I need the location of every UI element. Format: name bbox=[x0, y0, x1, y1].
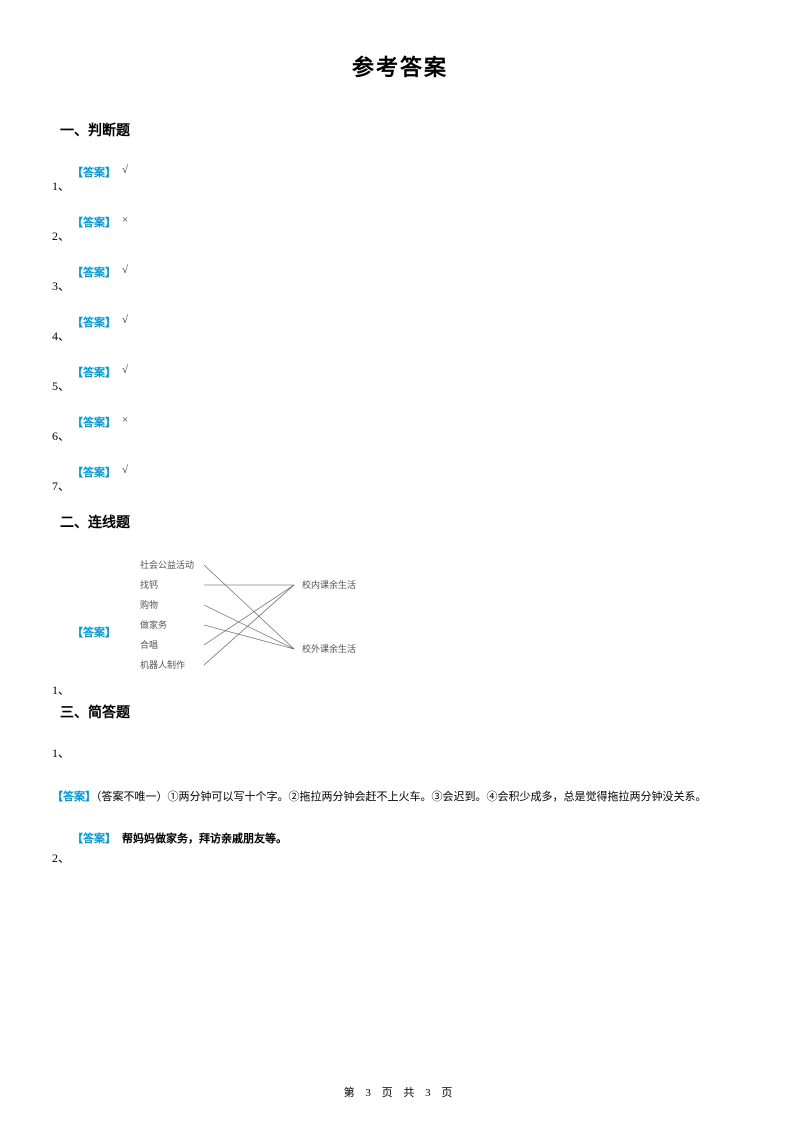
answer-number: 7、 bbox=[52, 477, 70, 494]
answer-row: 7、 【答案】 √ bbox=[60, 462, 740, 494]
answer-row: 1、 【答案】 √ bbox=[60, 162, 740, 194]
svg-text:校内课余生活: 校内课余生活 bbox=[302, 579, 356, 590]
page-footer: 第 3 页 共 3 页 bbox=[0, 1084, 800, 1100]
sa1-label: 【答案】 bbox=[52, 791, 96, 803]
answer-value: √ bbox=[122, 464, 128, 476]
svg-text:校外课余生活: 校外课余生活 bbox=[302, 643, 356, 654]
answer-number: 6、 bbox=[52, 427, 70, 444]
answer-label: 【答案】 bbox=[72, 214, 116, 230]
matching-number: 1、 bbox=[52, 681, 70, 698]
matching-label: 【答案】 bbox=[72, 624, 116, 640]
answer-label: 【答案】 bbox=[72, 414, 116, 430]
answer-number: 5、 bbox=[52, 377, 70, 394]
answer-value: √ bbox=[122, 314, 128, 326]
answer-row: 3、 【答案】 √ bbox=[60, 262, 740, 294]
answer-label: 【答案】 bbox=[72, 164, 116, 180]
svg-text:找钙: 找钙 bbox=[140, 579, 158, 590]
sa1-number: 1、 bbox=[52, 744, 740, 761]
answer-value: √ bbox=[122, 364, 128, 376]
matching-item: 1、 【答案】 社会公益活动找钙购物做家务合唱机器人制作校内课余生活校外课余生活 bbox=[60, 554, 740, 694]
svg-text:做家务: 做家务 bbox=[140, 619, 167, 630]
matching-diagram: 社会公益活动找钙购物做家务合唱机器人制作 校内课余生活校外课余生活 bbox=[122, 554, 392, 684]
answer-row: 4、 【答案】 √ bbox=[60, 312, 740, 344]
sa1-text: （答案不唯一）①两分钟可以写十个字。②拖拉两分钟会赶不上火车。③会迟到。④会积少… bbox=[96, 791, 707, 803]
section-matching: 二、连线题 1、 【答案】 社会公益活动找钙购物做家务合唱机器人制作校内课余生活… bbox=[60, 512, 740, 694]
svg-text:购物: 购物 bbox=[140, 599, 158, 610]
answer-row: 6、 【答案】 × bbox=[60, 412, 740, 444]
answer-label: 【答案】 bbox=[72, 264, 116, 280]
answer-value: × bbox=[122, 414, 128, 426]
answer-value: √ bbox=[122, 264, 128, 276]
sa2-text: 帮妈妈做家务，拜访亲戚朋友等。 bbox=[122, 830, 287, 846]
section-judgement: 一、判断题 1、 【答案】 √ 2、 【答案】 × 3、 【答案】 √ 4、 【… bbox=[60, 120, 740, 494]
page-title: 参考答案 bbox=[60, 50, 740, 82]
answer-label: 【答案】 bbox=[72, 314, 116, 330]
section3-heading: 三、简答题 bbox=[60, 702, 740, 722]
answer-number: 2、 bbox=[52, 227, 70, 244]
section2-heading: 二、连线题 bbox=[60, 512, 740, 532]
section1-heading: 一、判断题 bbox=[60, 120, 740, 140]
answer-number: 1、 bbox=[52, 177, 70, 194]
sa1-answer: 【答案】（答案不唯一）①两分钟可以写十个字。②拖拉两分钟会赶不上火车。③会迟到。… bbox=[52, 783, 740, 812]
answer-label: 【答案】 bbox=[72, 364, 116, 380]
answer-row: 2、 【答案】 × bbox=[60, 212, 740, 244]
section-short-answer: 三、简答题 1、 【答案】（答案不唯一）①两分钟可以写十个字。②拖拉两分钟会赶不… bbox=[60, 702, 740, 864]
svg-text:社会公益活动: 社会公益活动 bbox=[140, 559, 194, 570]
short-answer-2: 2、 【答案】 帮妈妈做家务，拜访亲戚朋友等。 bbox=[60, 830, 740, 864]
answer-value: √ bbox=[122, 164, 128, 176]
answer-number: 4、 bbox=[52, 327, 70, 344]
svg-text:机器人制作: 机器人制作 bbox=[140, 659, 185, 670]
answer-label: 【答案】 bbox=[72, 464, 116, 480]
short-answer-1: 1、 【答案】（答案不唯一）①两分钟可以写十个字。②拖拉两分钟会赶不上火车。③会… bbox=[60, 744, 740, 812]
answer-row: 5、 【答案】 √ bbox=[60, 362, 740, 394]
sa2-number: 2、 bbox=[52, 849, 70, 866]
sa2-label: 【答案】 bbox=[72, 830, 116, 846]
svg-text:合唱: 合唱 bbox=[140, 639, 158, 650]
answer-value: × bbox=[122, 214, 128, 226]
answer-number: 3、 bbox=[52, 277, 70, 294]
